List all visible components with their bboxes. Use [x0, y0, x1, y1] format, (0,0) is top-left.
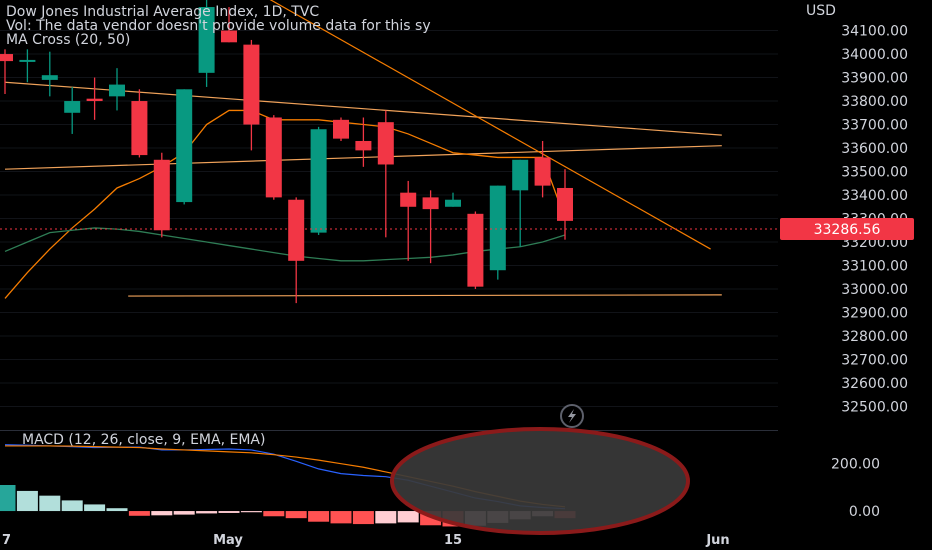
candle-body	[310, 129, 327, 233]
candle-body	[422, 197, 439, 210]
macd-histogram-bar	[285, 511, 307, 519]
candle-body	[19, 59, 36, 62]
date-tick-label: 15	[444, 533, 462, 548]
candle-body	[467, 213, 484, 287]
lightning-icon[interactable]	[560, 404, 584, 428]
macd-histogram-bar	[61, 500, 83, 512]
macd-histogram-bar	[151, 511, 173, 516]
candle-body	[512, 159, 529, 191]
candle-body	[265, 117, 282, 198]
price-tick-label: 34100.00	[841, 24, 908, 40]
macd-histogram-bar	[84, 504, 106, 512]
highlight-ellipse	[390, 427, 690, 535]
candle-body	[377, 122, 394, 165]
candle-body	[86, 98, 103, 102]
macd-histogram-bar	[0, 485, 16, 512]
macd-histogram-bar	[308, 511, 330, 522]
candle-body	[221, 30, 237, 43]
candle-body	[534, 157, 551, 186]
macd-label[interactable]: MACD (12, 26, close, 9, EMA, EMA)	[22, 432, 266, 448]
macd-histogram-bar	[196, 511, 218, 514]
price-tick-label: 32500.00	[841, 400, 908, 416]
macd-axis: 0.00 200.00	[831, 457, 880, 520]
trendline	[128, 294, 722, 297]
last-price-label: 33286.56	[814, 222, 881, 238]
macd-histogram-bar	[330, 511, 352, 524]
price-tick-label: 33900.00	[841, 71, 908, 87]
candle-body	[198, 7, 215, 73]
macd-histogram-bar	[263, 511, 285, 517]
macd-histogram-bar	[218, 511, 240, 513]
macd-tick-label: 0.00	[849, 504, 880, 520]
pane-divider	[0, 430, 778, 431]
macd-histogram-bar	[375, 511, 397, 524]
price-tick-label: 33400.00	[841, 188, 908, 204]
candle-body	[557, 187, 573, 221]
trendline	[269, 0, 711, 250]
time-axis: 7 May 15 Jun	[2, 533, 730, 548]
candle-body	[333, 119, 349, 139]
price-tick-label: 32800.00	[841, 329, 908, 345]
candle-body	[64, 101, 81, 113]
date-tick-label: Jun	[705, 533, 729, 548]
price-axis: 32500.00 32600.00 32700.00 32800.00 32900.00…	[841, 24, 908, 416]
macd-histogram-bar	[240, 511, 262, 513]
macd-histogram-bar	[39, 495, 61, 512]
price-tick-label: 33600.00	[841, 141, 908, 157]
trendlines	[4, 0, 722, 297]
macd-histogram-bar	[106, 508, 128, 512]
ma-fast-line	[4, 109, 566, 299]
candlesticks	[0, 0, 573, 304]
macd-histogram-bar	[16, 490, 38, 512]
price-tick-label: 34000.00	[841, 47, 908, 63]
candle-body	[489, 185, 506, 271]
price-tick-label: 33800.00	[841, 94, 908, 110]
price-tick-label: 32700.00	[841, 353, 908, 369]
date-tick-label: May	[213, 533, 243, 548]
price-tick-label: 33100.00	[841, 259, 908, 275]
macd-histogram-bar	[128, 511, 150, 516]
candle-body	[243, 44, 260, 125]
candle-body	[0, 54, 13, 62]
volume-note: Vol: The data vendor doesn't provide vol…	[6, 18, 431, 34]
candle-body	[288, 199, 305, 261]
last-price-badge	[780, 218, 914, 240]
candle-body	[153, 159, 170, 231]
macd-histogram-bar	[397, 511, 419, 523]
price-tick-label: 32900.00	[841, 306, 908, 322]
price-tick-label: 33500.00	[841, 165, 908, 181]
candle-body	[445, 199, 461, 207]
price-tick-label: 32600.00	[841, 376, 908, 392]
chart-title: Dow Jones Industrial Average Index, 1D, …	[6, 4, 320, 20]
candle-body	[355, 140, 372, 151]
candle-body	[400, 192, 417, 207]
candle-body	[109, 84, 125, 97]
candle-body	[176, 89, 193, 203]
ma-cross-label[interactable]: MA Cross (20, 50)	[6, 32, 131, 48]
macd-histogram-bar	[352, 511, 374, 525]
candle-body	[131, 101, 148, 156]
currency-label: USD	[806, 3, 836, 19]
macd-histogram-bar	[173, 511, 195, 515]
candle-body	[41, 75, 58, 80]
price-tick-label: 33700.00	[841, 118, 908, 134]
macd-tick-label: 200.00	[831, 457, 880, 473]
date-tick-label: 7	[2, 533, 11, 548]
price-tick-label: 33000.00	[841, 282, 908, 298]
